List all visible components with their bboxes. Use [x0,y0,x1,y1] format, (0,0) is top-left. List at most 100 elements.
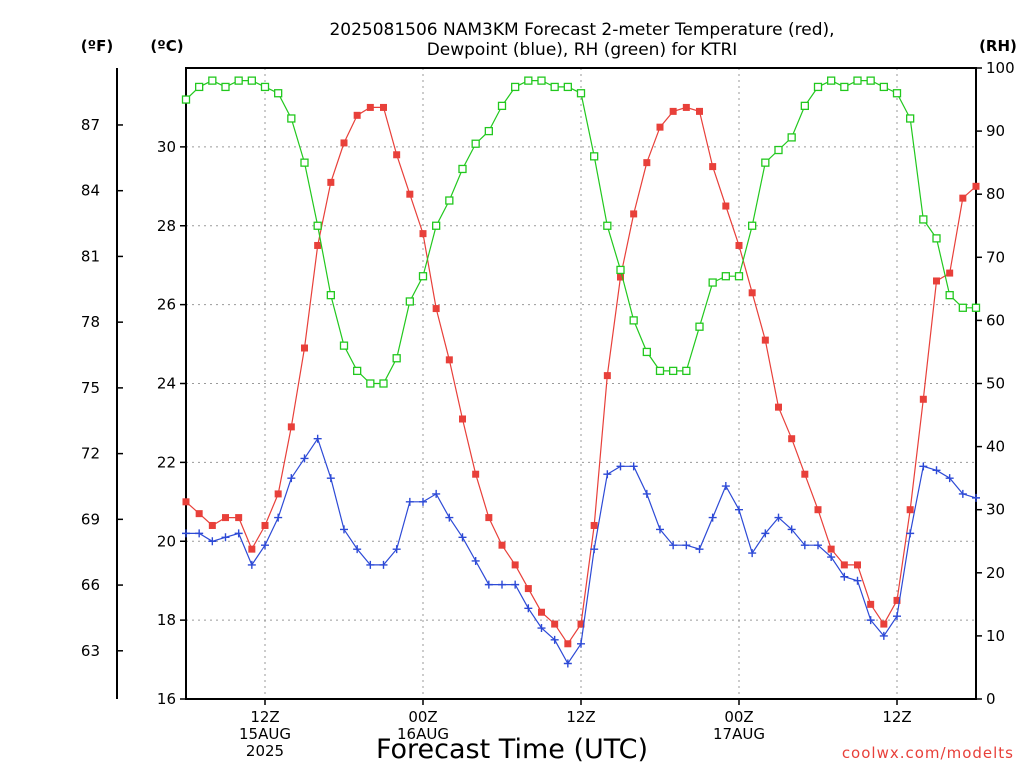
temperature-point [682,103,690,111]
temperature-point [854,561,861,569]
rh-tick-label: 0 [986,690,996,708]
temperature-point [472,470,480,478]
rh-tick-label: 60 [986,311,1005,329]
rh-point [260,82,270,92]
series-temperature [182,103,980,648]
rh-point [642,347,651,357]
rh-point [669,366,678,376]
x-tick-label: 00Z [724,708,753,726]
celsius-unit-label: (ºC) [150,37,183,55]
temperature-point [511,561,519,569]
temperature-point [222,514,229,522]
temperature-point [393,151,401,159]
dewpoint-point [616,462,625,471]
fahrenheit-tick-label: 66 [81,576,100,594]
dewpoint-point [550,635,559,644]
credit-text: coolwx.com/modelts [842,744,1014,762]
series-rh [181,76,981,388]
temperature-point [274,490,282,498]
temperature-point [788,435,796,443]
dewpoint-point [695,545,704,554]
dewpoint-point [511,580,520,589]
dewpoint-point [353,545,362,554]
dewpoint-point [366,560,375,569]
temperature-point [761,336,769,344]
rh-point [195,82,204,92]
dewpoint-point [379,560,388,569]
chart-title-line2: Dewpoint (blue), RH (green) for KTRI [427,40,738,60]
temperature-point [577,620,585,628]
rh-point [313,221,322,230]
temperature-point [775,403,782,411]
temperature-point [551,620,559,628]
rh-point [563,82,572,92]
rh-point [511,82,520,92]
rh-tick-label: 70 [986,248,1005,266]
rh-point [682,366,691,376]
temperature-point [538,608,545,616]
temperature-point [643,159,651,167]
x-tick-label: 16AUG [397,725,449,743]
dewpoint-point [656,525,664,534]
celsius-tick-label: 30 [157,138,176,156]
temperature-point [235,514,243,522]
rh-point [603,221,612,230]
dewpoint-point [326,474,335,483]
temperature-point [314,241,322,249]
rh-tick-label: 100 [986,59,1015,77]
dewpoint-point [313,434,322,443]
dewpoint-point [958,489,967,498]
temperature-point [287,423,295,431]
temperature-point [419,230,427,238]
dewpoint-point [800,541,809,550]
x-tick-label: 12Z [882,708,911,726]
dewpoint-point [669,541,678,550]
series-dewpoint [182,434,980,668]
rh-point [432,221,441,230]
temperature-point [353,111,361,119]
rh-point [695,322,704,331]
celsius-tick-label: 18 [157,611,176,629]
rh-point [590,152,599,161]
celsius-tick-label: 26 [157,296,176,314]
temperature-point [709,163,717,171]
temperature-point [880,620,888,628]
temperature-point [840,561,848,569]
rh-point [234,76,243,85]
fahrenheit-tick-label: 87 [81,116,100,134]
dewpoint-point [484,580,493,589]
dewpoint-point [247,560,256,569]
dewpoint-point [498,580,506,589]
rh-tick-label: 90 [986,122,1005,140]
dewpoint-point [419,497,427,506]
temperature-point [827,545,835,553]
rh-point [353,366,362,376]
temperature-point [959,194,967,202]
dewpoint-point [524,604,533,613]
temperature-point [524,585,532,593]
rh-unit-label: (RH) [979,37,1017,55]
temperature-point [735,241,743,249]
temperature-point [248,545,256,553]
rh-point [721,272,730,281]
dewpoint-point [432,489,441,498]
chart-title-line1: 2025081506 NAM3KM Forecast 2-meter Tempe… [329,20,834,40]
x-axis-label: Forecast Time (UTC) [376,734,648,765]
rh-point [734,272,744,281]
x-tick-label: 17AUG [713,725,765,743]
temperature-point [590,521,598,529]
dewpoint-point [827,553,836,562]
fahrenheit-tick-label: 84 [81,182,100,200]
temperature-point [630,210,638,218]
rh-point [748,221,757,230]
dewpoint-point [629,462,638,471]
dewpoint-point [287,474,296,483]
rh-point [418,272,428,281]
dewpoint-point [748,549,757,558]
temperature-point [919,395,927,403]
dewpoint-point [603,470,612,479]
rh-point [326,291,335,300]
rh-point [550,82,559,92]
dewpoint-point [787,525,796,534]
temperature-point [182,498,190,506]
